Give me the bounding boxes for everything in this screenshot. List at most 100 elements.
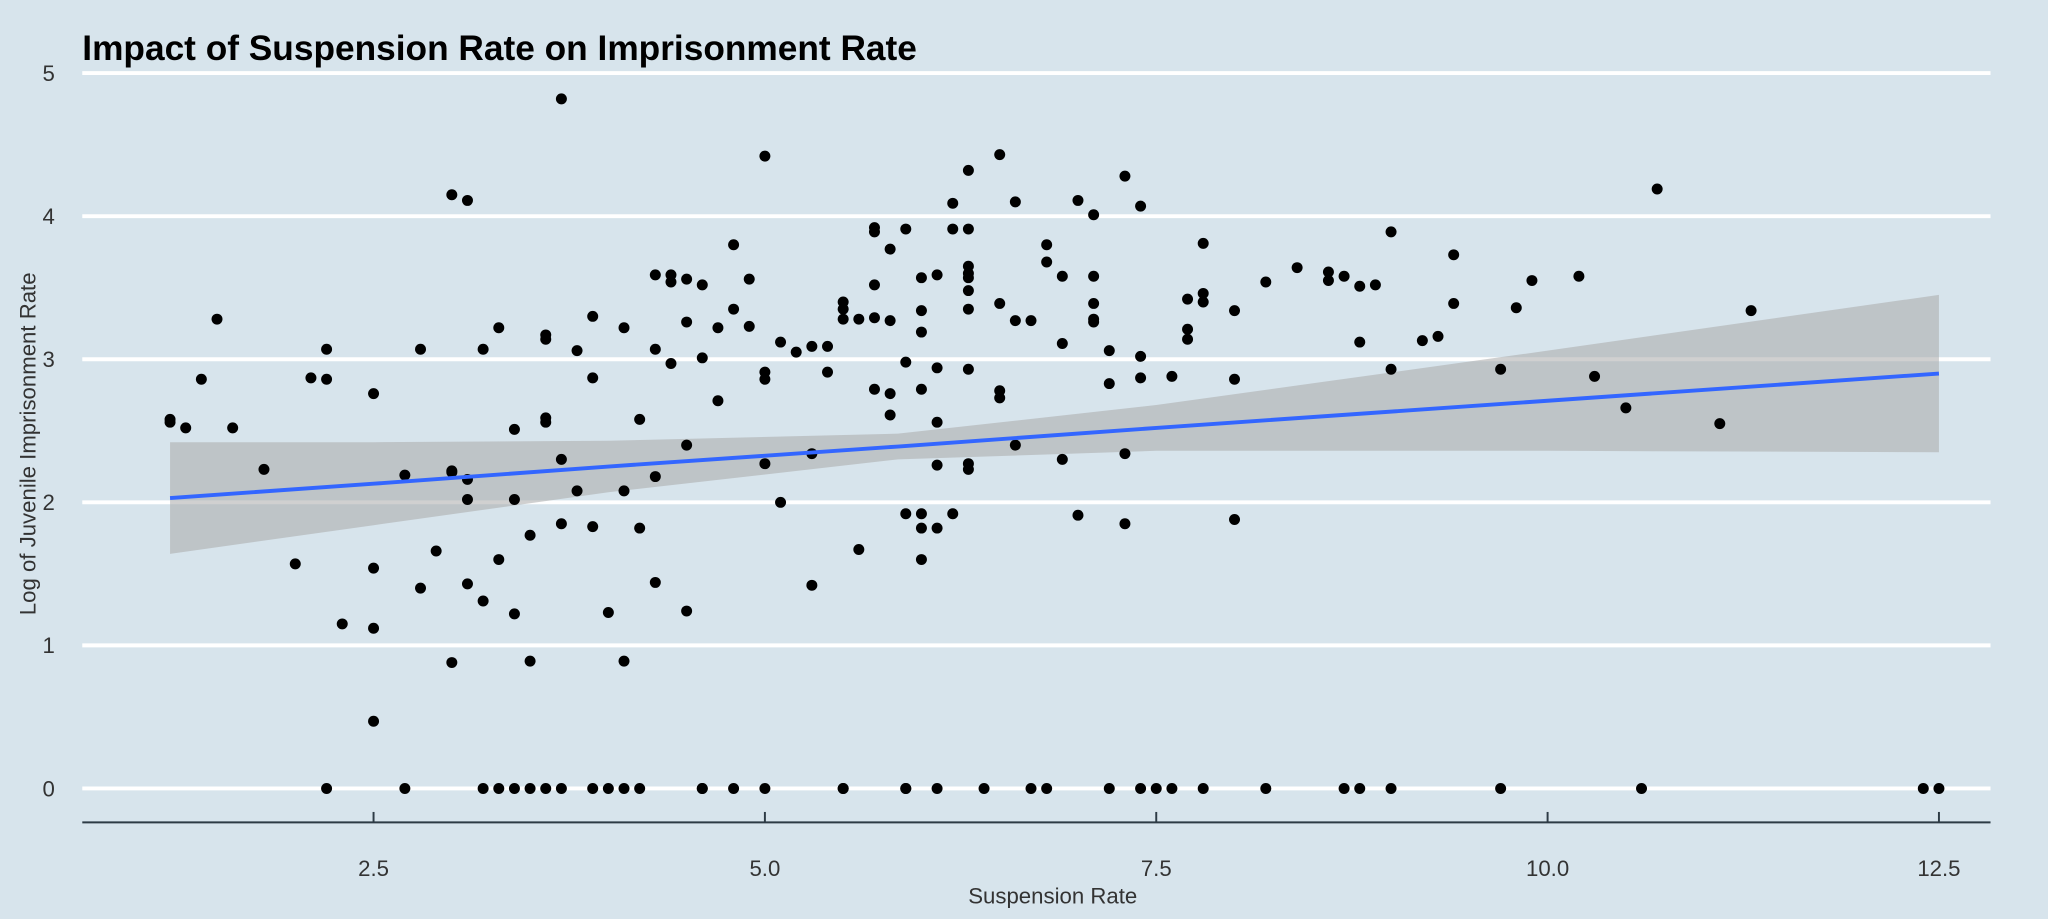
- data-point: [1072, 509, 1084, 521]
- data-point: [1933, 782, 1945, 794]
- data-point: [1260, 782, 1272, 794]
- data-point: [1135, 200, 1147, 212]
- data-point: [1103, 378, 1115, 390]
- data-point: [696, 782, 708, 794]
- data-point: [712, 322, 724, 334]
- data-point: [1354, 280, 1366, 292]
- data-point: [1072, 194, 1084, 206]
- data-point: [446, 466, 458, 478]
- data-point: [321, 343, 333, 355]
- data-point: [1229, 514, 1240, 525]
- data-point: [712, 395, 724, 407]
- data-point: [1338, 782, 1350, 794]
- data-point: [759, 458, 771, 470]
- data-point: [728, 782, 740, 794]
- data-point: [1197, 782, 1209, 794]
- y-tick-label: 3: [43, 347, 55, 372]
- data-point: [1025, 315, 1037, 327]
- data-point: [962, 463, 974, 475]
- data-point: [1088, 270, 1100, 282]
- data-point: [900, 356, 912, 368]
- data-point: [759, 150, 771, 162]
- data-point: [164, 416, 176, 428]
- data-point: [1088, 297, 1100, 309]
- data-point: [618, 322, 630, 334]
- x-tick-label: 5.0: [749, 856, 780, 881]
- data-point: [962, 272, 974, 284]
- data-point: [790, 346, 802, 358]
- data-point: [305, 372, 317, 384]
- data-point: [415, 343, 426, 355]
- data-point: [962, 223, 974, 235]
- data-point: [931, 416, 943, 428]
- data-point: [1369, 279, 1381, 291]
- y-axis-label: Log of Juvenile Imprisonment Rate: [15, 272, 40, 615]
- data-point: [962, 363, 974, 375]
- data-point: [931, 459, 943, 471]
- data-point: [962, 303, 974, 315]
- data-point: [681, 439, 693, 451]
- data-point: [1166, 782, 1178, 794]
- data-point: [1448, 297, 1460, 309]
- data-point: [931, 522, 943, 534]
- data-point: [649, 576, 661, 588]
- data-point: [540, 333, 552, 345]
- data-point: [696, 352, 708, 364]
- data-point: [743, 320, 755, 332]
- data-point: [915, 305, 927, 317]
- data-point: [1166, 370, 1178, 382]
- data-point: [430, 545, 442, 557]
- data-point: [1714, 418, 1726, 430]
- data-point: [524, 782, 536, 794]
- data-point: [822, 366, 833, 378]
- data-point: [180, 422, 192, 434]
- data-point: [1041, 782, 1053, 794]
- data-point: [446, 657, 458, 669]
- data-point: [587, 521, 599, 533]
- data-point: [775, 336, 787, 348]
- data-point: [1056, 338, 1068, 349]
- data-point: [728, 239, 740, 251]
- data-point: [665, 276, 677, 288]
- data-point: [931, 269, 943, 281]
- data-point: [508, 423, 520, 435]
- data-point: [1448, 249, 1460, 261]
- data-point: [493, 554, 505, 566]
- data-point: [743, 273, 755, 285]
- data-point: [1385, 782, 1397, 794]
- data-point: [822, 340, 833, 352]
- data-point: [1354, 336, 1366, 348]
- data-point: [1416, 335, 1428, 347]
- data-point: [915, 522, 927, 534]
- chart-title: Impact of Suspension Rate on Imprisonmen…: [82, 29, 917, 68]
- data-point: [477, 343, 489, 355]
- data-point: [602, 782, 614, 794]
- data-point: [1338, 270, 1350, 282]
- x-tick-label: 7.5: [1141, 856, 1172, 881]
- data-point: [900, 223, 912, 235]
- data-point: [1135, 782, 1147, 794]
- x-tick-label: 2.5: [358, 856, 389, 881]
- data-point: [681, 273, 693, 285]
- data-point: [884, 409, 896, 421]
- data-point: [868, 383, 880, 395]
- data-points: [164, 93, 1945, 794]
- data-point: [806, 579, 818, 591]
- data-point: [1354, 782, 1366, 794]
- data-point: [399, 469, 411, 481]
- data-point: [634, 413, 646, 425]
- data-point: [1088, 316, 1100, 328]
- data-point: [931, 782, 943, 794]
- data-point: [1119, 518, 1131, 530]
- data-point: [1182, 323, 1194, 335]
- data-point: [524, 529, 536, 541]
- data-point: [415, 582, 426, 594]
- data-point: [915, 554, 927, 566]
- data-point: [1009, 196, 1021, 208]
- data-point: [806, 340, 818, 352]
- data-point: [508, 608, 520, 620]
- data-point: [1009, 315, 1021, 327]
- data-point: [1589, 370, 1601, 382]
- data-point: [493, 782, 505, 794]
- data-point: [759, 782, 771, 794]
